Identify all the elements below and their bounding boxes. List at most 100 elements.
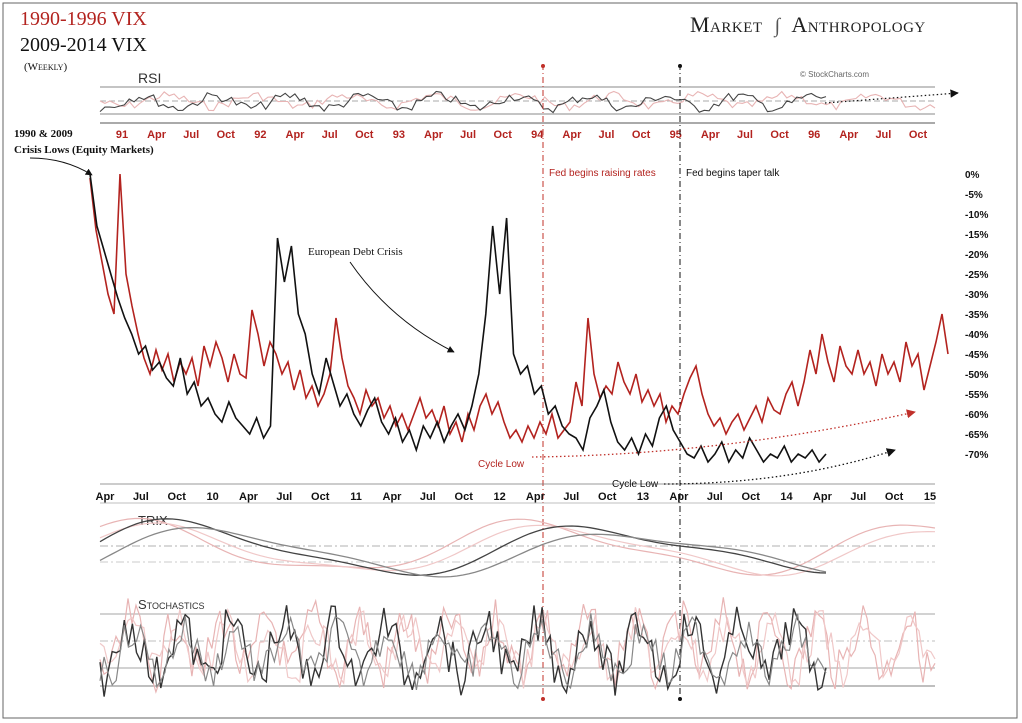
top-axis-tick-label: 95 [670, 129, 682, 141]
top-axis-tick-label: Jul [322, 129, 338, 141]
fed-taper-marker-bottom [678, 697, 682, 701]
cycle-low-red-arrow [531, 409, 916, 458]
bottom-axis-tick-label: Apr [813, 491, 833, 503]
top-axis-tick-label: Apr [562, 129, 582, 141]
top-axis-tick-label: 94 [531, 129, 544, 141]
crisis-lows-label-line2: Crisis Lows (Equity Markets) [14, 144, 154, 156]
y-tick-label: -15% [965, 230, 988, 241]
brand-left: Market [690, 12, 763, 37]
y-tick-label: -30% [965, 290, 988, 301]
top-axis-tick-label: Oct [770, 129, 789, 141]
bottom-axis-tick-label: Apr [526, 491, 546, 503]
top-axis-tick-label: Apr [424, 129, 444, 141]
y-tick-label: -25% [965, 270, 988, 281]
title-weekly: (Weekly) [24, 61, 68, 73]
bottom-axis-tick-label: Apr [383, 491, 403, 503]
top-axis-tick-label: Apr [701, 129, 721, 141]
y-axis-right: 0% -5% -10% -15% -20% -25% -30% -35% -40% -45% -50… [965, 170, 988, 461]
top-axis-tick-label: Jul [460, 129, 476, 141]
cycle-low-red-label: Cycle Low [478, 459, 525, 470]
bottom-axis-tick-label: Jul [276, 491, 292, 503]
fed-raise-label: Fed begins raising rates [549, 168, 656, 179]
top-axis-tick-label: 93 [393, 129, 405, 141]
series-line-1990-1996 [89, 173, 949, 444]
rsi-panel: RSI © StockCharts.com [99, 70, 959, 124]
top-axis-tick-label: Jul [737, 129, 753, 141]
y-tick-label: -35% [965, 310, 988, 321]
fed-taper-label: Fed begins taper talk [686, 168, 780, 179]
top-axis-tick-label: Oct [355, 129, 374, 141]
stochastics-label: Stochastics [138, 597, 205, 612]
top-axis-tick-label: Jul [875, 129, 891, 141]
cycle-low-black-label: Cycle Low [612, 479, 659, 490]
top-axis-tick-label: Jul [599, 129, 615, 141]
bottom-axis-tick-label: 12 [493, 491, 505, 503]
top-axis-tick-label: 91 [116, 129, 128, 141]
rsi-label: RSI [138, 70, 161, 86]
fed-raise-marker-top [541, 64, 545, 68]
bottom-axis-tick-label: Jul [133, 491, 149, 503]
y-tick-label: -50% [965, 370, 988, 381]
crisis-lows-label-line1: 1990 & 2009 [14, 128, 73, 140]
y-tick-label: -65% [965, 430, 988, 441]
series-line-2009-2014 [89, 173, 827, 464]
y-tick-label: -60% [965, 410, 988, 421]
bottom-axis-tick-label: Oct [885, 491, 904, 503]
y-tick-label: -45% [965, 350, 988, 361]
y-tick-label: -20% [965, 250, 988, 261]
bottom-axis-tick-label: Jul [563, 491, 579, 503]
bottom-axis-tick-label: 15 [924, 491, 936, 503]
bottom-axis-tick-label: Jul [420, 491, 436, 503]
brand-logo: Market ∫ Anthropology [690, 12, 926, 38]
bottom-axis-tick-label: Apr [239, 491, 259, 503]
rsi-line-2009 [99, 90, 827, 114]
bottom-x-axis: Apr Jul Oct 10 Apr Jul Oct 11 Apr Jul Oct 12 Apr Jul O… [96, 491, 937, 503]
bottom-axis-tick-label: 10 [206, 491, 218, 503]
bottom-axis-tick-label: Oct [598, 491, 617, 503]
cycle-low-black-arrow [663, 448, 896, 485]
y-tick-label: -40% [965, 330, 988, 341]
top-axis-tick-label: Apr [286, 129, 306, 141]
dna-helix-icon: ∫ [774, 15, 781, 37]
bottom-axis-tick-label: 14 [780, 491, 793, 503]
top-axis-tick-label: Oct [494, 129, 513, 141]
y-tick-label: -10% [965, 210, 988, 221]
top-axis-tick-label: 96 [808, 129, 820, 141]
bottom-axis-tick-label: Jul [707, 491, 723, 503]
fed-taper-marker-top [678, 64, 682, 68]
bottom-axis-tick-label: Oct [742, 491, 761, 503]
fed-raise-marker-bottom [541, 697, 545, 701]
bottom-axis-tick-label: Oct [311, 491, 330, 503]
bottom-axis-tick-label: 11 [350, 491, 362, 503]
european-debt-crisis-label: European Debt Crisis [308, 246, 403, 258]
y-tick-label: 0% [965, 170, 980, 181]
stochastics-panel: Stochastics [99, 597, 936, 697]
bottom-axis-tick-label: Apr [96, 491, 116, 503]
title-2009-2014: 2009-2014 VIX [20, 34, 147, 56]
top-axis-tick-label: Apr [839, 129, 859, 141]
top-axis-tick-label: Jul [183, 129, 199, 141]
top-axis-tick-label: Apr [147, 129, 167, 141]
top-axis-tick-label: Oct [217, 129, 236, 141]
top-axis-tick-label: Oct [632, 129, 651, 141]
rsi-trend-arrow [824, 89, 959, 104]
trix-panel: TRIX [99, 502, 936, 578]
european-debt-crisis-arrow [349, 261, 455, 353]
bottom-axis-tick-label: Oct [168, 491, 187, 503]
trix-label: TRIX [138, 513, 168, 528]
y-tick-label: -55% [965, 390, 988, 401]
crisis-lows-arrow [29, 157, 93, 176]
title-1990-1996: 1990-1996 VIX [20, 8, 147, 30]
top-axis-tick-label: 92 [254, 129, 266, 141]
stockcharts-credit: © StockCharts.com [800, 70, 869, 79]
bottom-axis-tick-label: Jul [850, 491, 866, 503]
bottom-axis-tick-label: Apr [669, 491, 689, 503]
brand-right: Anthropology [791, 12, 926, 37]
y-tick-label: -5% [965, 190, 983, 201]
bottom-axis-tick-label: Oct [455, 491, 474, 503]
top-axis-tick-label: Oct [909, 129, 928, 141]
y-tick-label: -70% [965, 450, 988, 461]
bottom-axis-tick-label: 13 [637, 491, 649, 503]
